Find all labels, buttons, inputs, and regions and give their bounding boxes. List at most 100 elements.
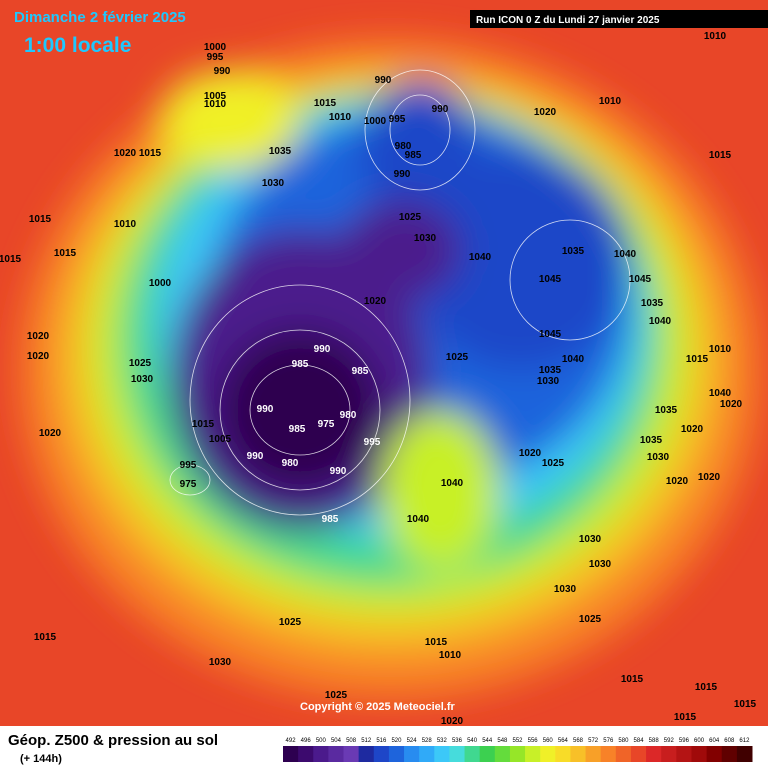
isobar-label: 985: [405, 150, 422, 161]
isobar-label: 995: [389, 114, 406, 125]
isobar-label: 1020: [519, 448, 542, 459]
scale-swatch: [525, 746, 541, 762]
scale-label: 520: [391, 738, 402, 744]
scale-label: 612: [739, 738, 750, 744]
scale-label: 560: [543, 738, 554, 744]
isobar-label: 1005: [209, 434, 232, 445]
scale-label: 500: [316, 738, 327, 744]
scale-label: 588: [649, 738, 660, 744]
scale-label: 516: [376, 738, 387, 744]
isobar-label: 1010: [114, 219, 137, 230]
isobar-label: 980: [282, 458, 299, 469]
scale-label: 548: [497, 738, 508, 744]
isobar-label: 1040: [469, 252, 492, 263]
isobar-label: 1025: [446, 352, 469, 363]
isobar-label: 1035: [539, 365, 562, 376]
scale-label: 536: [452, 738, 463, 744]
scale-swatch: [419, 746, 435, 762]
scale-label: 580: [618, 738, 629, 744]
isobar-label: 1015: [695, 682, 718, 693]
scale-swatch: [388, 746, 405, 762]
isobar-label: 1025: [129, 358, 152, 369]
isobar-label: 1015: [192, 419, 215, 430]
isobar-label: 1030: [647, 452, 670, 463]
scale-swatch: [615, 746, 632, 762]
scale-swatch: [570, 746, 587, 762]
scale-label: 524: [407, 738, 418, 744]
scale-swatch: [555, 746, 571, 762]
isobar-label: 990: [394, 169, 411, 180]
scale-label: 568: [573, 738, 584, 744]
isobar-label: 1015: [34, 632, 57, 643]
isobar-label: 1030: [579, 534, 602, 545]
isobar-label: 990: [214, 66, 231, 77]
isobar-label: 1035: [641, 298, 664, 309]
isobar-label: 1010: [599, 96, 622, 107]
isobar-label: 975: [318, 419, 335, 430]
isobar-label: 985: [352, 366, 369, 377]
isobar-label: 1030: [209, 657, 232, 668]
isobar-label: 1040: [614, 249, 637, 260]
isobar-label: 1035: [655, 405, 678, 416]
isobar-label: 1010: [709, 344, 732, 355]
scale-label: 540: [467, 738, 478, 744]
isobar-label: 1010: [329, 112, 352, 123]
isobar-label: 1020: [720, 399, 743, 410]
isobar-label: 990: [314, 344, 331, 355]
isobar-label: 1040: [407, 514, 430, 525]
scale-label: 592: [664, 738, 675, 744]
isobar-label: 1035: [640, 435, 663, 446]
isobar-label: 980: [340, 410, 357, 421]
scale-swatch: [585, 746, 602, 762]
isobar-label: 1040: [649, 316, 672, 327]
isobar-label: 1015: [734, 699, 757, 710]
isobar-label: 1015: [425, 637, 448, 648]
scale-label: 600: [694, 738, 705, 744]
scale-label: 604: [709, 738, 720, 744]
scale-swatch: [434, 746, 450, 762]
scale-swatch: [509, 746, 526, 762]
isobar-label: 995: [207, 52, 224, 63]
isobar-label: 1005: [204, 91, 227, 102]
isobar-label: 1035: [562, 246, 585, 257]
scale-swatch: [328, 746, 345, 762]
scale-label: 528: [422, 738, 433, 744]
footer-title: Géop. Z500 & pression au sol: [8, 732, 218, 749]
date-label: Dimanche 2 février 2025: [14, 9, 186, 26]
scale-swatch: [630, 746, 647, 762]
isobar-label: 1020: [534, 107, 557, 118]
isobar-label: 1010: [204, 99, 227, 110]
isobar-label: 980: [395, 141, 412, 152]
isobar-label: 1025: [279, 617, 302, 628]
copyright: Copyright © 2025 Meteociel.fr: [300, 701, 456, 713]
run-box: [470, 10, 768, 28]
isobar-label: 1015: [29, 214, 52, 225]
isobar-label: 1040: [709, 388, 732, 399]
isobar-label: 1040: [562, 354, 585, 365]
scale-swatch: [464, 746, 481, 762]
scale-swatch: [313, 746, 329, 762]
scale-swatch: [298, 746, 314, 762]
scale-swatch: [479, 746, 496, 762]
isobar-label: 1020: [681, 424, 704, 435]
isobar-label: 1030: [414, 233, 437, 244]
isobar-label: 1020: [114, 148, 137, 159]
isobar-label: 1045: [629, 274, 652, 285]
isobar-label: 1030: [131, 374, 154, 385]
isobar-label: 1030: [537, 376, 560, 387]
run-label: Run ICON 0 Z du Lundi 27 janvier 2025: [476, 15, 660, 26]
isobar-label: 1010: [439, 650, 462, 661]
scale-label: 596: [679, 738, 690, 744]
scale-label: 608: [724, 738, 735, 744]
scale-swatch: [600, 746, 617, 762]
scale-label: 504: [331, 738, 342, 744]
isobar-label: 1020: [441, 716, 464, 727]
isobar-label: 990: [432, 104, 449, 115]
isobar-label: 990: [257, 404, 274, 415]
scale-swatch: [540, 746, 556, 762]
isobar-label: 1030: [589, 559, 612, 570]
isobar-label: 1000: [149, 278, 172, 289]
isobar-label: 1030: [554, 584, 577, 595]
scale-swatch: [706, 746, 723, 762]
